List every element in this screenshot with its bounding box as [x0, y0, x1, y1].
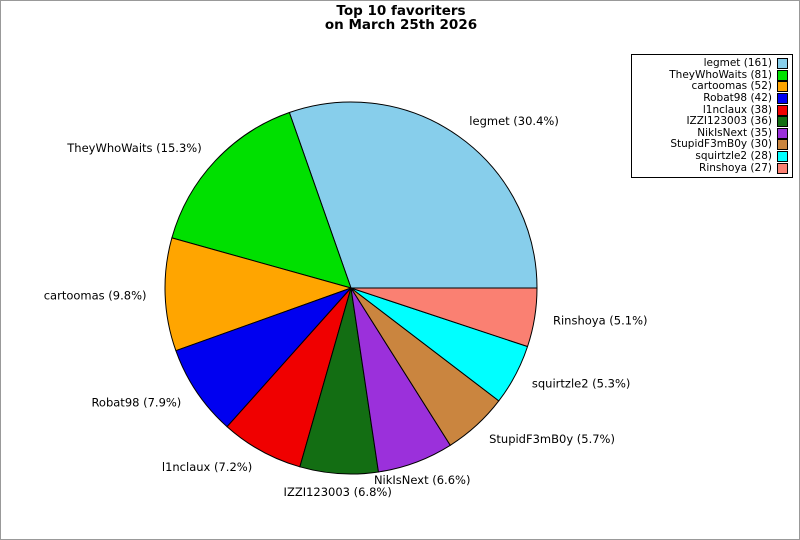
legend-label: StupidF3mB0y (30): [670, 138, 772, 151]
legend-row: legmet (161): [636, 58, 788, 70]
slice-label-TheyWhoWaits: TheyWhoWaits (15.3%): [66, 141, 201, 155]
chart-title-line1: Top 10 favoriters: [336, 3, 466, 19]
slice-label-NikIsNext: NikIsNext (6.6%): [374, 473, 470, 487]
slice-label-Rinshoya: Rinshoya (5.1%): [553, 314, 648, 328]
slice-label-Robat98: Robat98 (7.9%): [91, 395, 181, 409]
legend-row: Rinshoya (27): [636, 162, 788, 174]
legend-label: l1nclaux (38): [702, 103, 772, 116]
legend-swatch: [777, 151, 788, 163]
legend-label: Rinshoya (27): [699, 161, 772, 174]
pie-slice-TheyWhoWaits: [171, 112, 352, 289]
legend-label: NikIsNext (35): [697, 126, 772, 139]
legend-row: NikIsNext (35): [636, 126, 788, 140]
pie-slice-legmet: [288, 101, 538, 289]
pie-slice-Robat98: [175, 287, 352, 428]
legend-swatch: [777, 116, 788, 128]
slice-label-legmet: legmet (30.4%): [469, 114, 559, 128]
legend-swatch: [777, 127, 788, 139]
legend-swatch: [777, 104, 788, 116]
pie-slice-cartoomas: [164, 237, 352, 352]
legend-swatch: [777, 93, 788, 105]
pie-slice-Rinshoya: [350, 287, 538, 348]
slice-label-squirtzle2: squirtzle2 (5.3%): [532, 377, 630, 391]
legend-label: IZZI123003 (36): [686, 115, 772, 128]
legend-swatch: [777, 81, 788, 93]
slice-label-IZZI123003: IZZI123003 (6.8%): [284, 485, 392, 499]
legend-row: StupidF3mB0y (30): [636, 139, 788, 151]
slice-label-l1nclaux: l1nclaux (7.2%): [162, 460, 252, 474]
legend-label: Robat98 (42): [703, 92, 772, 105]
legend-swatch: [777, 139, 788, 151]
legend-row: l1nclaux (38): [636, 104, 788, 116]
legend-swatch: [777, 58, 788, 70]
legend-row: cartoomas (52): [636, 81, 788, 93]
slice-label-StupidF3mB0y: StupidF3mB0y (5.7%): [489, 432, 615, 446]
legend-row: squirtzle2 (28): [636, 151, 788, 163]
chart-title-line2: on March 25th 2026: [324, 17, 478, 33]
legend: legmet (161) TheyWhoWaits (81) cartoomas…: [631, 54, 793, 178]
legend-label: TheyWhoWaits (81): [669, 68, 772, 81]
legend-swatch: [777, 69, 788, 81]
legend-label: squirtzle2 (28): [695, 150, 772, 163]
legend-row: TheyWhoWaits (81): [636, 68, 788, 82]
legend-row: Robat98 (42): [636, 93, 788, 105]
legend-swatch: [777, 162, 788, 174]
legend-label: legmet (161): [703, 57, 772, 70]
legend-label: cartoomas (52): [691, 80, 772, 93]
legend-row: IZZI123003 (36): [636, 116, 788, 128]
chart-title: Top 10 favoriters on March 25th 2026: [1, 3, 799, 33]
slice-label-cartoomas: cartoomas (9.8%): [44, 288, 147, 302]
